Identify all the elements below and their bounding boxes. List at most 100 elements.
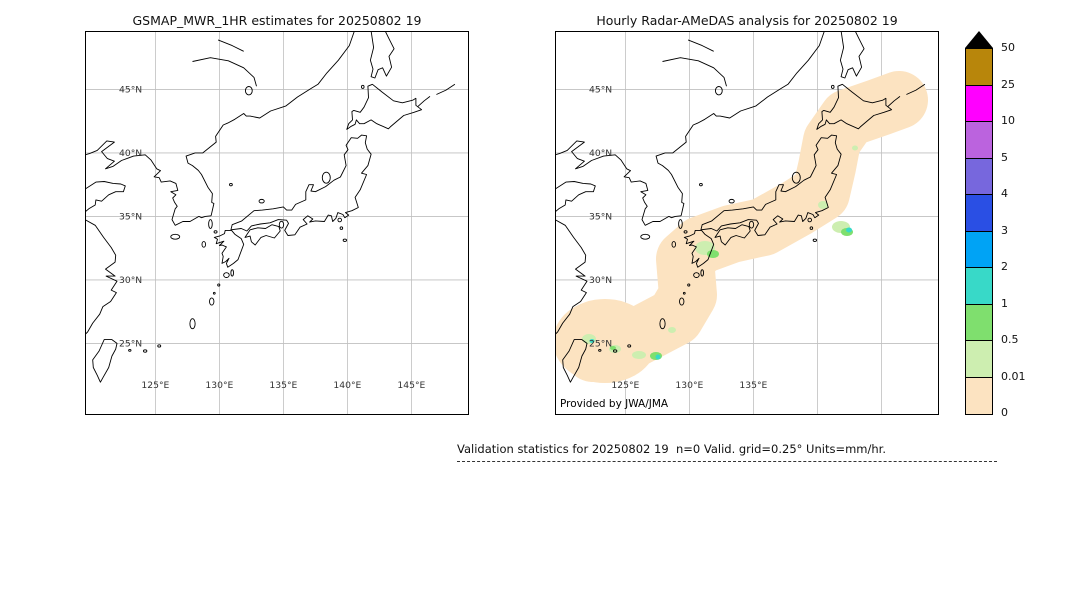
coastline [683,229,715,268]
precip-blob-trace [659,275,711,327]
colorbar-label: 0.5 [1001,333,1019,346]
precip-blob-moderate [610,346,616,350]
island-outline [170,233,181,240]
colorbar-label: 1 [1001,296,1008,310]
island-outline [337,217,342,223]
coastline [85,219,118,335]
right-panel-title: Hourly Radar-AMeDAS analysis for 2025080… [596,13,898,28]
coastline [714,224,751,246]
island-outline [201,241,207,248]
island-outline [613,349,618,353]
lon-label: 135°E [739,380,767,391]
lon-label: 130°E [205,380,233,391]
island-outline [157,344,162,348]
coastline [662,57,727,87]
precip-blob-strong [655,354,661,360]
coastline [700,134,842,236]
island-outline [223,272,230,278]
island-outline [143,349,148,353]
lat-label: 40°N [589,148,612,159]
coastline [906,83,926,95]
island-outline [807,217,812,223]
coastline [85,140,212,226]
lat-label: 35°N [119,211,142,222]
island-outline [687,283,691,287]
island-outline [598,349,602,352]
island-outline [339,226,344,230]
island-outline [671,241,677,248]
colorbar-segment [966,377,992,414]
colorbar-segment [966,49,992,86]
island-outline [748,220,755,229]
coastline [85,181,126,213]
coastline [92,339,118,383]
colorbar-segment [966,122,992,159]
island-outline [831,84,835,89]
lat-label: 45°N [589,84,612,95]
colorbar-label: 10 [1001,114,1015,127]
coastline [555,181,596,213]
panel-frame [555,31,939,415]
lat-label: 35°N [589,211,612,222]
island-outline [791,171,801,184]
island-outline [213,230,218,234]
lat-label: 25°N [119,338,142,349]
coastline [369,31,395,79]
island-outline [128,349,132,352]
island-outline [278,220,285,229]
colorbar-segment [966,341,992,378]
validation-caption: Validation statistics for 20250802 19 n=… [457,442,997,462]
island-outline [679,297,685,306]
island-outline [208,219,213,229]
island-outline [728,198,735,204]
colorbar-overflow-triangle [965,31,993,48]
provider-credit: Provided by JWA/JMA [560,398,669,410]
island-outline [683,230,688,234]
island-outline [229,183,233,187]
island-outline [321,171,331,184]
precip-blob-light [852,145,858,151]
colorbar-label: 2 [1001,260,1008,273]
coastline [655,31,825,216]
precip-blob-strong [589,339,595,343]
panel-frame [85,31,469,415]
lat-label: 45°N [119,84,142,95]
island-outline [361,84,365,89]
lat-label: 30°N [589,275,612,286]
island-outline [244,86,253,96]
precip-blob-light [668,327,676,333]
coastline [213,229,245,268]
island-outline [699,183,703,187]
island-outline [693,272,700,278]
colorbar-label: 3 [1001,223,1008,237]
lon-label: 125°E [611,380,639,391]
island-outline [812,238,817,242]
coastline [687,39,714,52]
colorbar-label: 0 [1001,406,1008,419]
island-outline [809,226,814,230]
colorbar-label: 5 [1001,150,1008,164]
left-panel-title: GSMAP_MWR_1HR estimates for 20250802 19 [132,13,422,28]
precip-blob-strong [846,227,852,233]
island-outline [209,297,215,306]
lon-label: 145°E [397,380,425,391]
lat-label: 30°N [119,275,142,286]
colorbar-segment [966,231,992,268]
radar-amedas-map-panel: 45°N 40°N 35°N 30°N 25°N 125°E 130°E 135°E Provi… [555,31,939,415]
lon-label: 140°E [333,380,361,391]
precip-blob-light [818,201,828,209]
colorbar-label: 25 [1001,77,1015,91]
coastline [346,83,423,130]
colorbar-segment [966,158,992,195]
coastline [887,96,901,107]
island-outline [342,238,347,242]
island-outline [640,233,651,240]
lat-label: 40°N [119,148,142,159]
island-outline [700,269,704,277]
coastline [436,83,456,95]
coastline [555,140,682,226]
coastline [185,31,355,216]
coastline [192,57,257,87]
colorbar-label: 0.01 [1001,369,1026,383]
